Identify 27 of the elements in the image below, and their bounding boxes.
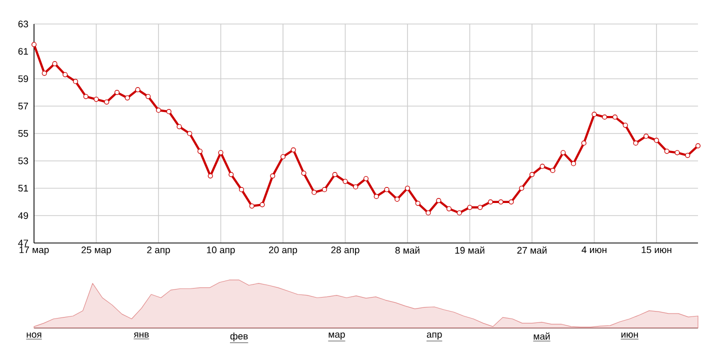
x-tick-label: май (534, 332, 550, 340)
x-tick-label: 4 июн (582, 246, 606, 254)
x-tick-label: янв (134, 332, 149, 338)
y-tick-label: 61 (18, 48, 28, 55)
y-tick-label: 59 (18, 75, 28, 82)
y-tick-label: 47 (18, 240, 28, 246)
x-tick-label: 15 июн (642, 246, 672, 254)
x-tick-label: июн (621, 332, 638, 338)
x-tick-label: ноя (26, 332, 42, 338)
y-tick-label: 63 (18, 20, 28, 28)
y-tick-label: 57 (18, 102, 28, 110)
x-tick-label: 10 апр (207, 246, 235, 256)
x-tick-label: фев (230, 332, 248, 342)
y-tick-label: 51 (18, 184, 28, 192)
x-tick-label: 17 мар (20, 246, 49, 256)
y-tick-label: 55 (18, 130, 28, 137)
x-tick-label: 28 апр (331, 246, 360, 256)
x-tick-label: 25 мар (82, 246, 112, 256)
x-tick-label: 20 апр (269, 246, 298, 256)
y-tick-label: 53 (18, 158, 28, 164)
y-tick-label: 49 (18, 212, 28, 219)
x-tick-label: апр (426, 332, 442, 340)
x-tick-label: 19 май (455, 246, 484, 254)
x-tick-label: 27 май (517, 246, 546, 254)
x-tick-label: 2 апр (147, 246, 170, 256)
x-tick-label: 8 май (395, 246, 420, 254)
x-tick-label: мар (328, 332, 345, 340)
